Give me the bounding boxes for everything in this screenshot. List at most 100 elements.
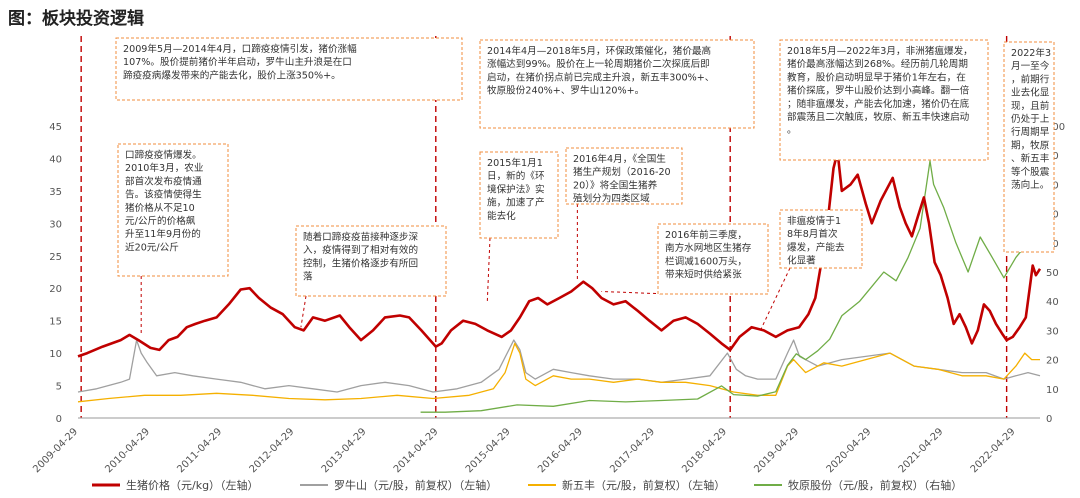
annotation-line: 栏调减1600万头，: [665, 255, 747, 267]
annotation-line: 涨幅达到99%。股价在上一轮周期猪价二次探底后即: [487, 58, 710, 70]
annotation-text: 口蹄疫疫情爆发。 2010年3月，农业部首次发布疫情通告。该疫情使得生猪价格从不足…: [125, 149, 204, 253]
annotation-line: 仍处于上: [1011, 113, 1050, 125]
y-right-tick-label: 0: [1046, 414, 1052, 425]
annotation-line: 2018年5月—2022年3月，非洲猪瘟爆发，: [787, 45, 973, 57]
annotation-line: 南方水网地区生猪存: [665, 242, 752, 254]
annotation-line: 教育，股价启动明显早于猪价1年左右，在: [787, 71, 966, 83]
y-left-tick-label: 45: [49, 122, 62, 133]
annotation-line: 2022年3: [1011, 47, 1051, 59]
annotation-4: 口蹄疫疫情爆发。 2010年3月，农业部首次发布疫情通告。该疫情使得生猪价格从不足…: [117, 143, 229, 277]
y-left-tick-label: 5: [56, 382, 62, 393]
annotation-5: 随着口蹄疫疫苗接种逐步深入，疫情得到了相对有效的控制，生猪价格逐步有所回落: [295, 225, 447, 297]
x-tick-label: 2019-04-29: [752, 426, 801, 475]
annotation-line: 2015年1月1: [487, 157, 543, 169]
x-tick-label: 2009-04-29: [31, 426, 80, 475]
annotation-line: 猪价最高涨幅达到268%。经历前几轮周期: [787, 58, 968, 70]
x-tick-label: 2015-04-29: [464, 426, 513, 475]
y-right-tick-label: 100: [1046, 122, 1065, 133]
annotation-text: 2015年1月1 日，新的《环境保护法》实施，加速了产能去化: [487, 157, 545, 222]
y-left-tick-label: 10: [49, 349, 62, 360]
annotation-line: 2016年4月，《全国生: [573, 153, 666, 165]
x-tick-label: 2020-04-29: [825, 426, 874, 475]
legend-item-3: 牧原股份（元/股，前复权）（右轴）: [754, 478, 962, 492]
annotation-3: 2022年3 月一至今，前期行业去化显现，且前仍处于上行周期早期，牧原、新五丰等个…: [1003, 41, 1055, 253]
annotation-line: 境保护法》实: [487, 183, 545, 195]
x-tick-label: 2011-04-29: [175, 426, 224, 475]
annotation-line: 启动，在猪价拐点前已完成主升浪，新五丰300%+、: [487, 71, 714, 83]
legend-label: 牧原股份（元/股，前复权）（右轴）: [788, 478, 962, 492]
annotation-line: 部首次发布疫情通: [125, 175, 202, 187]
annotation-box: [115, 37, 463, 101]
annotation-line: 、新五丰: [1011, 153, 1050, 165]
annotation-leader: [601, 290, 669, 295]
annotation-leader: [300, 295, 307, 328]
y-right-tick-label: 40: [1046, 297, 1059, 308]
annotation-box: [479, 39, 755, 129]
annotation-box: [657, 223, 769, 295]
annotation-line: 月一至今: [1011, 60, 1050, 72]
annotation-line: 入，疫情得到了相对有效的: [303, 244, 418, 256]
annotation-line: 荡向上。: [1011, 179, 1049, 191]
annotation-1: 2014年4月—2018年5月，环保政策催化，猪价最高涨幅达到99%。股价在上一…: [479, 39, 755, 129]
annotation-line: 猪生产规划（2016-20: [573, 166, 671, 178]
annotation-text: 2018年5月—2022年3月，非洲猪瘟爆发，猪价最高涨幅达到268%。经历前几…: [787, 45, 973, 136]
annotation-box: [479, 151, 559, 239]
annotation-text: 2016年4月，《全国生猪生产规划（2016-20 20）》将全国生猪养殖划分为四…: [573, 153, 671, 205]
annotation-line: 告。该疫情使得生: [125, 189, 202, 201]
annotation-leader: [486, 237, 491, 302]
y-left-tick-label: 15: [49, 317, 62, 328]
annotation-box: [779, 39, 989, 161]
annotation-line: 等个股震: [1011, 166, 1050, 178]
y-left-tick-label: 35: [49, 187, 62, 198]
x-tick-label: 2021-04-29: [897, 426, 946, 475]
annotation-line: 化显著: [787, 255, 816, 267]
series-layer: [77, 150, 1042, 413]
annotation-line: 行周期早: [1011, 126, 1050, 138]
legend-item-2: 新五丰（元/股，前复权）（左轴）: [528, 478, 725, 492]
chart-title: 图：板块投资逻辑: [8, 9, 144, 29]
x-tick-label: 2022-04-29: [969, 426, 1018, 475]
legend-item-0: 生猪价格（元/kg）（左轴）: [92, 478, 259, 492]
annotation-line: 部震荡且二次触底，牧原、新五丰快速启动: [787, 111, 970, 123]
annotation-line: 牧原股份240%+、罗牛山120%+。: [487, 85, 644, 97]
annotation-text: 2022年3 月一至今，前期行业去化显现，且前仍处于上行周期早期，牧原、新五丰等个…: [1011, 47, 1051, 191]
y-left-tick-label: 20: [49, 284, 62, 295]
annotation-line: 107%。股价提前猪价半年启动，罗牛山主升浪是在口: [123, 56, 352, 68]
annotation-box: [295, 225, 447, 297]
annotation-line: 2016年前三季度，: [665, 229, 747, 241]
annotation-line: 2009年5月—2014年4月，口蹄疫疫情引发，猪价涨幅: [123, 43, 357, 55]
x-tick-label: 2016-04-29: [536, 426, 585, 475]
annotation-8: 2016年前三季度，南方水网地区生猪存栏调减1600万头， 带来短时供给紧张: [657, 223, 769, 295]
annotation-line: 现，且前: [1011, 100, 1050, 112]
annotation-2: 2018年5月—2022年3月，非洲猪瘟爆发，猪价最高涨幅达到268%。经历前几…: [779, 39, 989, 161]
annotation-line: 20）》将全国生猪养: [573, 179, 658, 191]
annotation-line: 非瘟疫情于1: [787, 215, 841, 227]
annotation-line: 猪价格从不足10: [125, 202, 195, 214]
annotation-line: 蹄疫疫病爆发带来的产能去化，股价上涨350%+。: [123, 69, 341, 81]
x-tick-label: 2014-04-29: [392, 426, 441, 475]
annotation-0: 2009年5月—2014年4月，口蹄疫疫情引发，猪价涨幅 107%。股价提前猪价半…: [115, 37, 463, 101]
annotation-line: 爆发，产能去: [787, 241, 845, 253]
annotation-line: 殖划分为四类区域: [573, 193, 650, 205]
y-left-tick-label: 40: [49, 154, 62, 165]
annotation-line: 业去化显: [1011, 87, 1050, 99]
annotation-line: 期，牧原: [1011, 139, 1050, 151]
annotation-box: [1003, 41, 1055, 253]
x-tick-label: 2010-04-29: [103, 426, 152, 475]
series-line-0: [77, 150, 1042, 358]
y-right-tick-label: 20: [1046, 356, 1059, 367]
x-tick-label: 2012-04-29: [248, 426, 297, 475]
annotation-line: 2010年3月，农业: [125, 162, 204, 174]
annotation-line: 。: [787, 125, 797, 136]
annotation-9: 非瘟疫情于1 8年8月首次爆发，产能去化显著: [779, 209, 863, 269]
annotation-layer: 2009年5月—2014年4月，口蹄疫疫情引发，猪价涨幅 107%。股价提前猪价半…: [115, 37, 1055, 297]
legend-item-1: 罗牛山（元/股，前复权）（左轴）: [300, 478, 497, 492]
annotation-text: 2016年前三季度，南方水网地区生猪存栏调减1600万头， 带来短时供给紧张: [665, 229, 752, 281]
annotation-text: 非瘟疫情于1 8年8月首次爆发，产能去化显著: [787, 215, 845, 267]
legend: 生猪价格（元/kg）（左轴） 罗牛山（元/股，前复权）（左轴） 新五丰（元/股，前复…: [92, 478, 962, 492]
annotation-box: [779, 209, 863, 269]
annotation-line: 落: [303, 271, 313, 283]
y-left-tick-label: 25: [49, 252, 62, 263]
annotation-line: ，前期行: [1011, 73, 1050, 85]
annotation-line: 随着口蹄疫疫苗接种逐步深: [303, 231, 419, 243]
